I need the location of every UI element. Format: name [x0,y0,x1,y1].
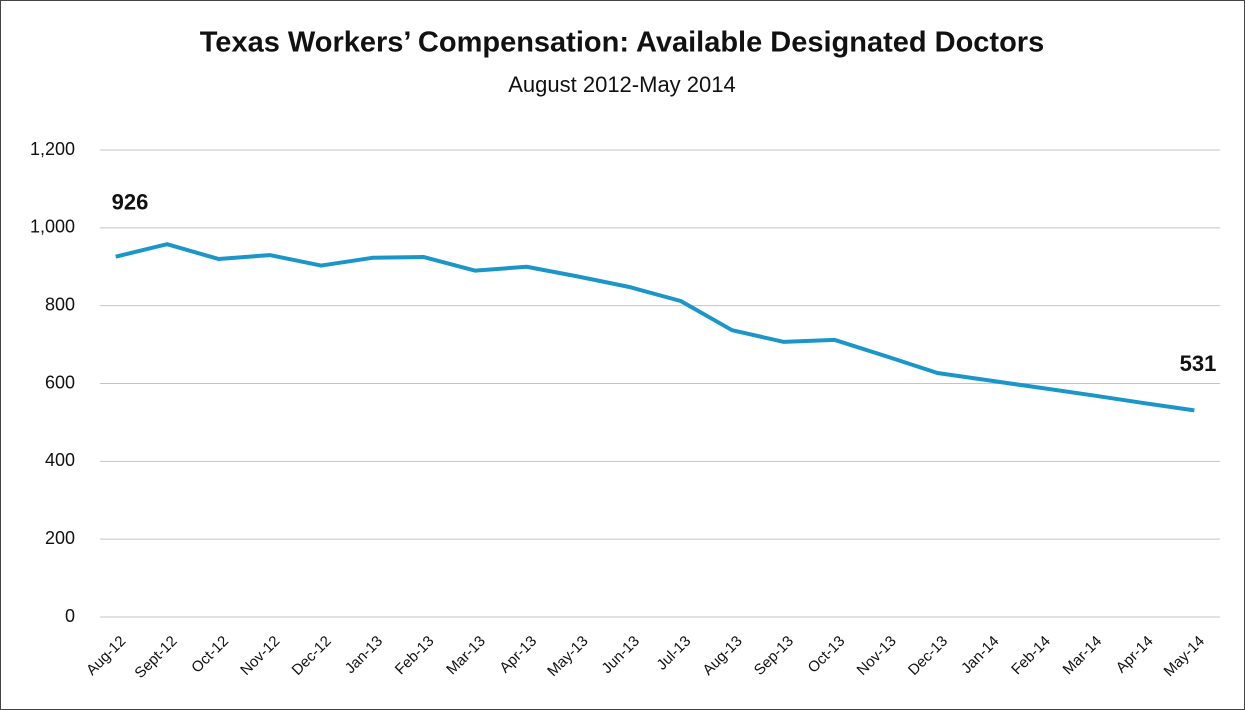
y-tick-label: 800 [45,294,75,314]
y-tick-label: 400 [45,450,75,470]
chart-subtitle: August 2012-May 2014 [508,72,736,97]
y-tick-label: 1,000 [30,217,75,237]
data-label: 926 [112,189,149,214]
y-tick-label: 600 [45,372,75,392]
chart-title: Texas Workers’ Compensation: Available D… [200,27,1044,59]
y-tick-label: 200 [45,528,75,548]
y-tick-label: 0 [65,606,75,626]
y-tick-label: 1,200 [30,139,75,159]
data-label: 531 [1180,351,1217,376]
data-line [115,242,1195,413]
